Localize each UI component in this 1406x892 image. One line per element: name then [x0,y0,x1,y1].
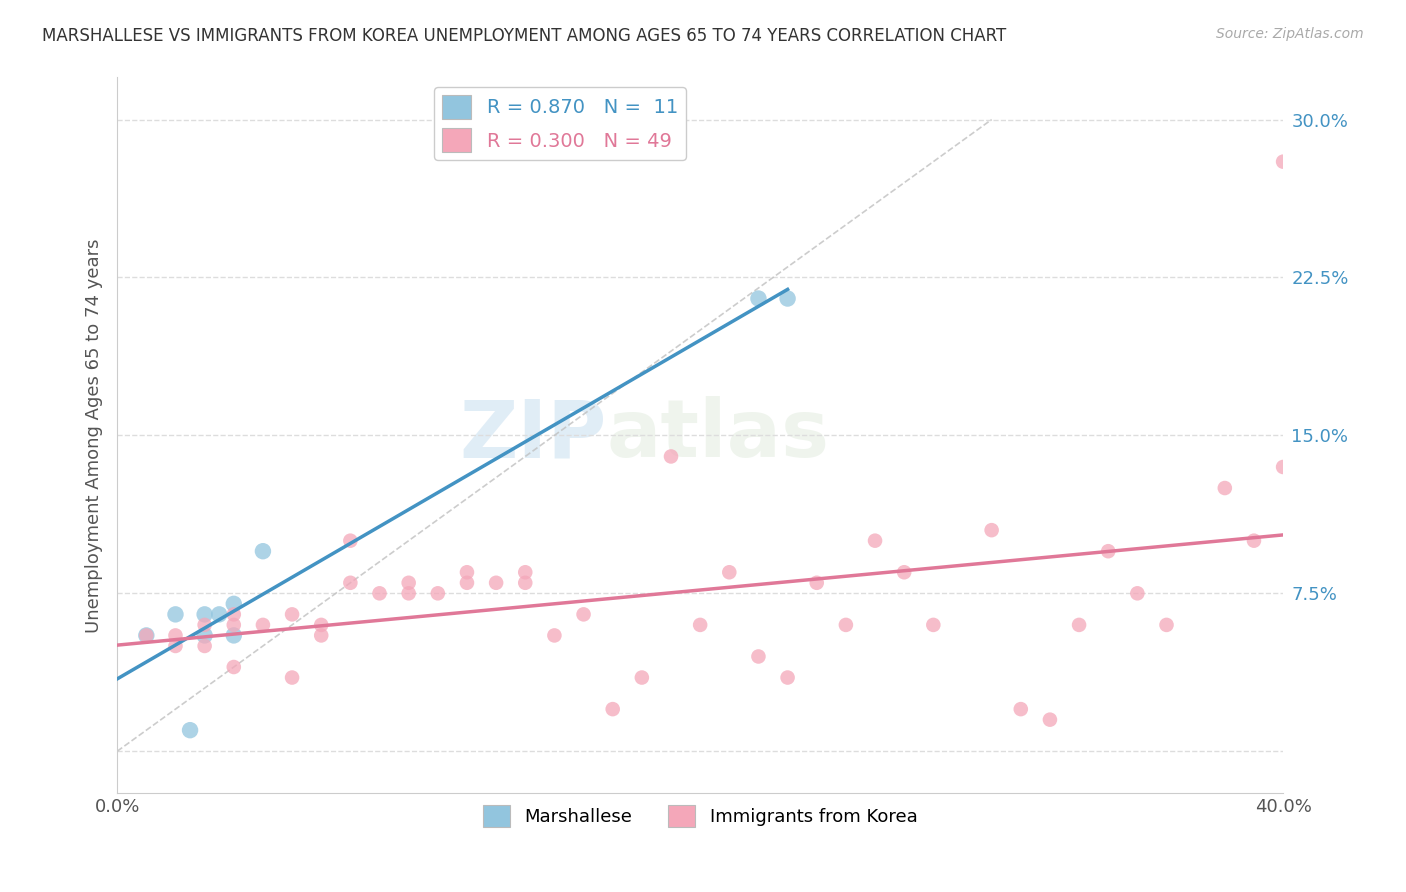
Point [1156,618,1178,632]
Point [339,575,361,590]
Point [194,607,217,622]
Point [398,575,420,590]
Text: ZIP: ZIP [460,396,607,475]
Point [835,618,858,632]
Text: Source: ZipAtlas.com: Source: ZipAtlas.com [1216,27,1364,41]
Point [631,671,654,685]
Point [922,618,945,632]
Point [208,607,231,622]
Point [776,292,799,306]
Point [135,628,157,642]
Point [165,628,187,642]
Point [179,723,201,738]
Point [1010,702,1032,716]
Point [456,566,478,580]
Point [893,566,915,580]
Text: atlas: atlas [607,396,830,475]
Point [222,660,245,674]
Point [339,533,361,548]
Point [252,618,274,632]
Y-axis label: Unemployment Among Ages 65 to 74 years: Unemployment Among Ages 65 to 74 years [86,238,103,632]
Point [1097,544,1119,558]
Point [602,702,624,716]
Point [515,566,537,580]
Point [485,575,508,590]
Point [456,575,478,590]
Point [863,533,886,548]
Point [806,575,828,590]
Point [543,628,565,642]
Point [747,649,769,664]
Point [252,544,274,558]
Point [165,607,187,622]
Point [980,523,1002,537]
Point [222,607,245,622]
Point [572,607,595,622]
Point [194,628,217,642]
Point [1243,533,1265,548]
Point [1039,713,1062,727]
Point [1213,481,1236,495]
Legend: Marshallese, Immigrants from Korea: Marshallese, Immigrants from Korea [475,798,925,834]
Point [398,586,420,600]
Point [222,628,245,642]
Point [194,639,217,653]
Point [222,597,245,611]
Point [689,618,711,632]
Point [1067,618,1090,632]
Point [426,586,449,600]
Point [659,450,682,464]
Point [718,566,741,580]
Point [1126,586,1149,600]
Text: MARSHALLESE VS IMMIGRANTS FROM KOREA UNEMPLOYMENT AMONG AGES 65 TO 74 YEARS CORR: MARSHALLESE VS IMMIGRANTS FROM KOREA UNE… [42,27,1007,45]
Point [309,628,332,642]
Point [1272,460,1295,475]
Point [281,607,304,622]
Point [135,628,157,642]
Point [1272,154,1295,169]
Point [222,618,245,632]
Point [165,639,187,653]
Point [515,575,537,590]
Point [368,586,391,600]
Point [281,671,304,685]
Point [309,618,332,632]
Point [776,671,799,685]
Point [747,292,769,306]
Point [194,618,217,632]
